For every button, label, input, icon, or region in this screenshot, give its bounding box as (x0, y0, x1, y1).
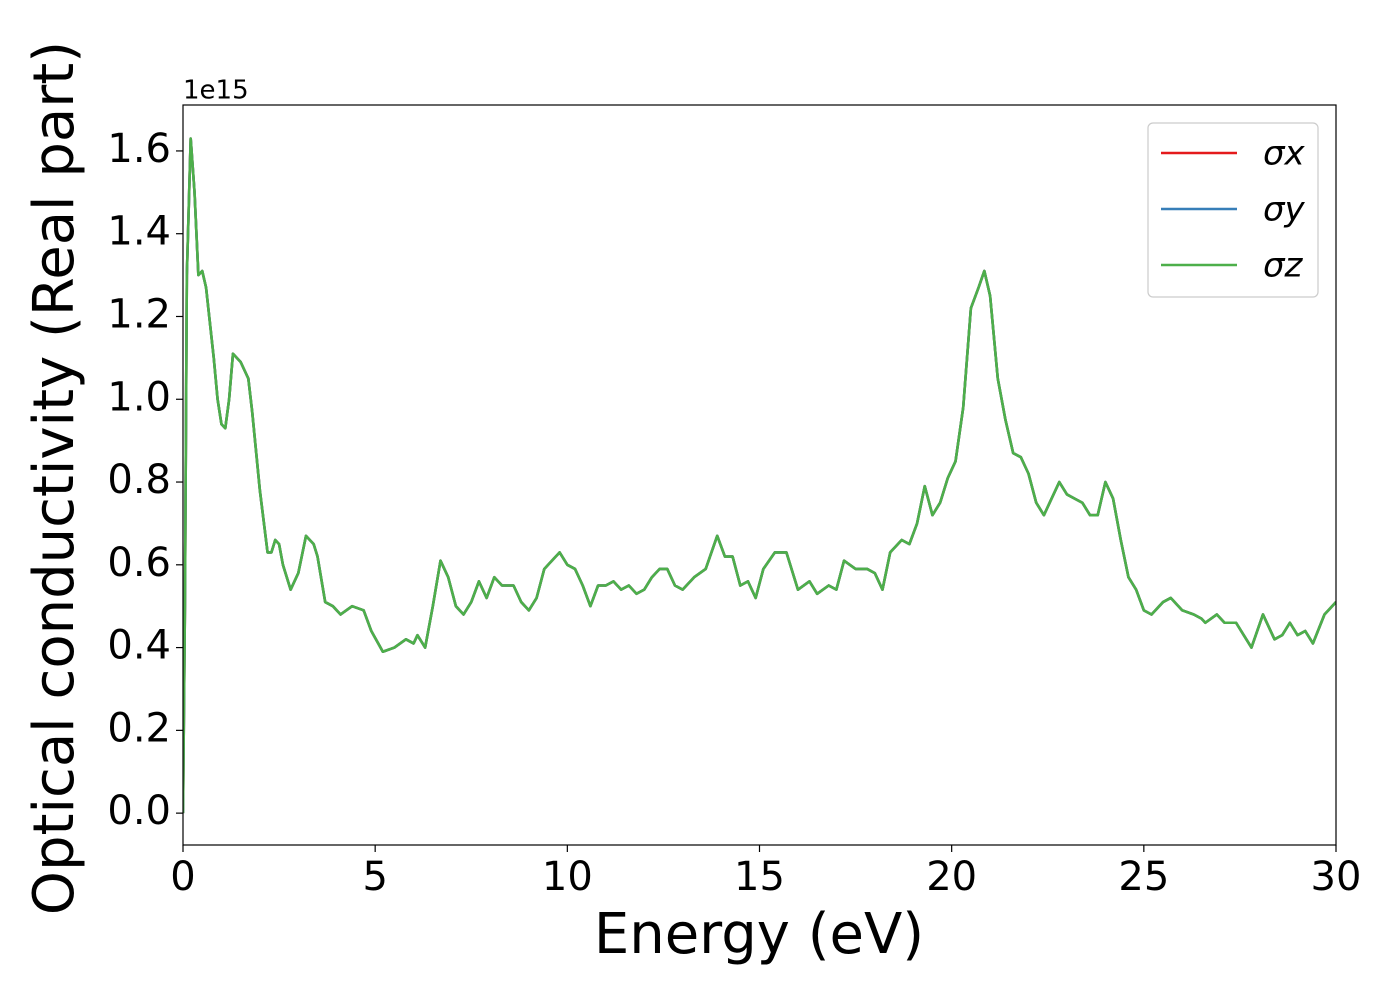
legend-label: σy (1263, 190, 1306, 230)
plot-area (183, 105, 1336, 845)
series-line (183, 137, 1336, 814)
y-tick-label: 1.6 (107, 126, 171, 172)
x-tick-label: 15 (734, 854, 785, 900)
y-tick-label: 1.2 (107, 291, 171, 337)
x-tick-label: 25 (1118, 854, 1169, 900)
offset-label: 1e15 (183, 76, 249, 106)
x-tick-label: 5 (362, 854, 387, 900)
x-tick-label: 0 (170, 854, 195, 900)
plot-frame (182, 104, 1337, 846)
y-tick-label: 1.4 (107, 209, 171, 255)
x-tick-label: 10 (542, 854, 593, 900)
y-axis-label: Optical conductivity (Real part) (22, 41, 87, 915)
legend-label: σz (1263, 246, 1304, 286)
y-tick-label: 0.2 (107, 705, 171, 751)
x-tick-label: 30 (1311, 854, 1362, 900)
y-tick-label: 0.8 (107, 457, 171, 503)
x-tick-label: 20 (926, 854, 977, 900)
x-axis-label: Energy (eV) (594, 902, 924, 967)
y-tick-label: 0.0 (107, 788, 171, 834)
y-tick-label: 0.4 (107, 623, 171, 669)
y-tick-label: 1.0 (107, 374, 171, 420)
y-tick-label: 0.6 (107, 540, 171, 586)
legend-label: σx (1263, 134, 1306, 174)
